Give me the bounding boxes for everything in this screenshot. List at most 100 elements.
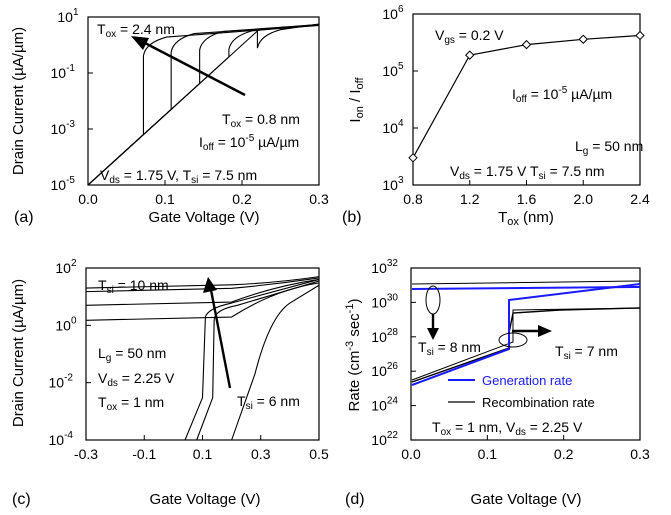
panel-c-label: (c) — [12, 491, 31, 508]
y-tick-label: 10-3 — [51, 119, 76, 137]
panel-a-arrowhead — [131, 36, 149, 50]
panel-d-recomb-curve-8nm — [411, 307, 641, 383]
panel-c-tox: Tox = 1 nm — [98, 394, 164, 413]
y-tick-label: 101 — [57, 7, 79, 25]
panel-b-vds: Vds = 1.75 V Tsi = 7.5 nm — [450, 163, 605, 182]
panel-c-ticks: 102 100 10-2 10-4-0.3 -0.1 0.1 0.3 0.5 — [49, 258, 329, 462]
curve-flat-2 — [85, 278, 320, 306]
panel-d-ellipse-right — [498, 332, 528, 348]
y-tick-label: 1032 — [371, 258, 398, 276]
curve-steep-3 — [231, 284, 320, 441]
panel-d-legend-rec: Recombination rate — [482, 395, 595, 410]
panel-a-ioff: Ioff = 10-5 µA/µm — [199, 133, 299, 153]
panel-c-tsi-bot: Tsi = 6 nm — [237, 393, 300, 412]
panel-b-ticks: 106 105 104 1030.8 1.2 1.6 2.0 2.4 — [382, 4, 650, 207]
y-tick-label: 10-2 — [49, 373, 74, 391]
x-tick-label: 1.6 — [517, 191, 537, 207]
panel-b-label: (b) — [342, 209, 362, 226]
panel-d-gen-curve-upper — [411, 286, 641, 290]
panel-a: 101 10-1 10-3 10-50.0 0.1 0.2 0.3 Tox = 2.4 nm… — [10, 7, 329, 226]
curve-tox-0 — [87, 24, 320, 186]
x-tick-label: 0.2 — [554, 446, 574, 462]
panel-a-tox-bot: Tox = 0.8 nm — [222, 111, 300, 130]
panel-b-ylabel: Ion / Ioff — [347, 76, 366, 122]
panel-d-xlabel: Gate Voltage (V) — [471, 491, 582, 508]
panel-d-recomb-curve-7nm — [411, 307, 641, 381]
panel-c-ylabel: Drain Current (µA/µm) — [10, 279, 27, 427]
y-tick-label: 1022 — [371, 430, 398, 448]
panel-a-frame — [87, 16, 320, 186]
panel-c-lg: Lg = 50 nm — [98, 345, 166, 364]
x-tick-label: 0.2 — [232, 191, 252, 207]
y-tick-label: 102 — [55, 258, 77, 276]
panel-b-xlabel: Tox (nm) — [498, 209, 554, 228]
curve-flat-1 — [85, 277, 320, 293]
y-tick-label: 100 — [55, 315, 77, 333]
panel-c-xlabel: Gate Voltage (V) — [150, 491, 261, 508]
curve-steep-2 — [196, 280, 320, 441]
y-tick-label: 10-4 — [49, 430, 74, 448]
panel-d-arrowhead-down — [427, 328, 439, 340]
y-tick-label: 104 — [382, 118, 404, 136]
panel-c-tsi-top: Tsi = 10 nm — [98, 277, 169, 296]
y-tick-label: 103 — [382, 175, 404, 193]
x-tick-label: 0.3 — [251, 446, 271, 462]
x-tick-label: 0.1 — [478, 446, 498, 462]
panel-b-ioff: Ioff = 10-5 µA/µm — [512, 85, 612, 105]
panel-d-tsi8: Tsi = 8 nm — [418, 339, 481, 358]
panel-a-xlabel: Gate Voltage (V) — [149, 209, 260, 226]
x-tick-label: 0.8 — [403, 191, 423, 207]
panel-c-vds: Vds = 2.25 V — [98, 370, 175, 389]
y-tick-label: 106 — [382, 4, 404, 22]
x-tick-label: 0.1 — [155, 191, 175, 207]
curve-tox-1 — [87, 24, 320, 186]
panel-a-tox-top: Tox = 2.4 nm — [97, 21, 175, 40]
curve-tox-4 — [87, 23, 320, 186]
panel-a-ticks: 101 10-1 10-3 10-50.0 0.1 0.2 0.3 — [51, 7, 329, 207]
x-tick-label: -0.1 — [132, 446, 156, 462]
data-point-4 — [635, 30, 645, 41]
panel-b-lg: Lg = 50 nm — [575, 138, 643, 157]
panel-c: 102 100 10-2 10-4-0.3 -0.1 0.1 0.3 0.5 Tsi = 10… — [10, 258, 329, 508]
y-tick-label: 105 — [382, 61, 404, 79]
panel-a-label: (a) — [14, 209, 34, 226]
x-tick-label: 0.1 — [193, 446, 213, 462]
curve-tox-3 — [87, 23, 320, 186]
curve-tox-2 — [87, 23, 320, 186]
panel-d-black-top-line — [411, 280, 641, 285]
x-tick-label: 1.2 — [460, 191, 480, 207]
panel-d-frame — [410, 267, 641, 441]
curve-flat-0 — [85, 276, 320, 289]
x-tick-label: 0.5 — [309, 446, 329, 462]
panel-d-gen-curve-lower — [411, 283, 641, 386]
data-point-3 — [578, 34, 588, 44]
x-tick-label: 0.0 — [401, 446, 421, 462]
panel-b-vgs: Vgs = 0.2 V — [435, 27, 504, 46]
y-tick-label: 1026 — [371, 361, 398, 379]
panel-d-ylabel: Rate (cm-3 sec-1) — [344, 299, 363, 412]
x-tick-label: 0.3 — [309, 191, 329, 207]
x-tick-label: 0.3 — [630, 446, 650, 462]
panel-c-curves — [85, 276, 320, 441]
panel-c-arrow — [209, 289, 232, 389]
panel-b-series — [408, 30, 645, 163]
x-tick-label: -0.3 — [74, 446, 98, 462]
y-tick-label: 10-5 — [51, 175, 76, 193]
x-tick-label: 0.0 — [78, 191, 98, 207]
x-tick-label: 2.4 — [630, 191, 650, 207]
panel-a-ylabel: Drain Current (µA/µm) — [10, 27, 27, 175]
y-tick-label: 10-1 — [51, 63, 76, 81]
panel-a-vds: Vds = 1.75 V, Tsi = 7.5 nm — [100, 167, 257, 186]
panel-a-arrow — [142, 40, 246, 97]
data-point-1 — [465, 50, 475, 60]
curve-steep-1 — [184, 278, 320, 441]
data-point-2 — [521, 39, 532, 50]
panel-d-label: (d) — [345, 491, 365, 508]
y-tick-label: 1028 — [371, 327, 398, 345]
panel-d-arrowhead-right — [538, 325, 552, 337]
y-tick-label: 1030 — [371, 292, 398, 310]
